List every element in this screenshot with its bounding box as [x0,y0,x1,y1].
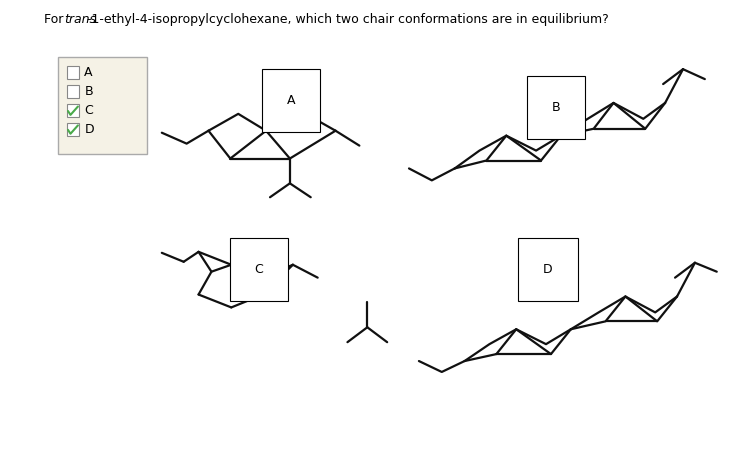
Bar [67,104,79,117]
Text: C: C [255,263,264,276]
FancyBboxPatch shape [57,57,147,154]
Text: D: D [543,263,553,276]
Bar [67,85,79,98]
Text: C: C [85,104,93,117]
Text: trans: trans [64,13,97,26]
Text: B: B [552,101,560,114]
Bar [67,66,79,79]
Text: A: A [287,95,295,107]
Text: A: A [85,66,93,79]
Text: For: For [44,13,67,26]
Text: D: D [85,123,94,136]
Text: B: B [85,85,93,98]
Text: -1-ethyl-4-isopropylcyclohexane, which two chair conformations are in equilibriu: -1-ethyl-4-isopropylcyclohexane, which t… [88,13,609,26]
Bar [67,123,79,136]
